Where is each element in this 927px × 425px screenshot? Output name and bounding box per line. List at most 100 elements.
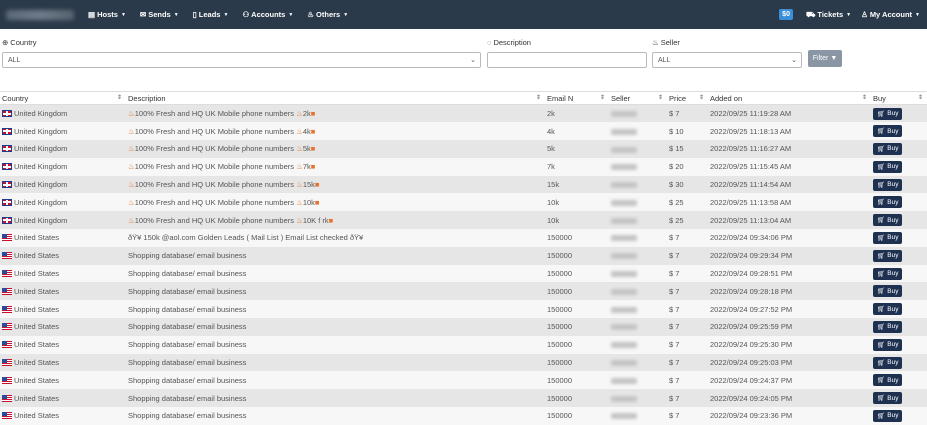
col-country-header[interactable]: Country ⇕ [0,91,126,105]
buy-button[interactable]: 🛒︎ Buy [873,142,903,155]
menu-hosts[interactable]: ▤ Hosts ▼ [88,10,126,19]
seller-redacted[interactable] [611,288,637,295]
balance-badge[interactable]: $0 [779,9,793,20]
cart-icon: 🛒︎ [877,252,886,260]
col-price-header[interactable]: Price ⇕ [667,91,708,105]
seller-redacted[interactable] [611,377,637,384]
seller-redacted[interactable] [611,235,637,242]
country-cell: United States [0,318,126,336]
description-input[interactable] [487,52,647,68]
flag-uk-icon [2,127,12,135]
buy-button[interactable]: 🛒︎ Buy [873,249,903,262]
seller-redacted[interactable] [611,395,637,402]
menu-accounts[interactable]: ⚇ Accounts ▼ [242,10,294,19]
added-on-cell: 2022/09/25 11:13:58 AM [708,193,871,212]
col-email-n-header[interactable]: Email N ⇕ [545,91,609,105]
fire-icon: ♨ [652,38,659,47]
users-icon: ⚇ [242,10,250,19]
buy-button[interactable]: 🛒︎ Buy [873,160,903,173]
seller-cell [609,335,667,354]
description-cell: Shopping database/ email business [126,264,545,283]
fire-icon: ♨ [296,197,303,207]
fire-icon: ♨ [128,197,135,207]
seller-redacted[interactable] [611,342,637,349]
table-row: United Kingdom ♨100% Fresh and HQ UK Mobi… [0,193,927,212]
flag-badge-icon: ■ [310,126,316,136]
brand-logo[interactable] [6,9,74,20]
seller-cell [609,175,667,194]
seller-filter-label: ♨ Seller [652,38,680,47]
added-on-cell: 2022/09/24 09:25:03 PM [708,353,871,372]
buy-cell: 🛒︎ Buy [871,122,927,141]
menu-sends[interactable]: ✉ Sends ▼ [139,10,179,19]
menu-leads[interactable]: ▯ Leads ▼ [192,10,229,19]
description-cell: Shopping database/ email business [126,389,545,408]
buy-cell: 🛒︎ Buy [871,335,927,354]
flag-us-icon [2,270,12,278]
seller-redacted[interactable] [611,306,637,313]
globe-icon: ⊕ [2,38,9,47]
flag-uk-icon [2,163,12,171]
col-seller-header[interactable]: Seller ⇕ [609,91,667,105]
email-n-cell: 7k [545,157,609,176]
buy-button[interactable]: 🛒︎ Buy [873,214,903,227]
menu-my-account[interactable]: ♙ My Account ▼ [861,10,920,19]
flag-uk-icon [2,181,12,189]
buy-button[interactable]: 🛒︎ Buy [873,356,903,369]
email-n-cell: 150000 [545,318,609,336]
seller-cell [609,229,667,247]
buy-button[interactable]: 🛒︎ Buy [873,231,903,244]
seller-redacted[interactable] [611,413,637,420]
filter-button[interactable]: Filter ▼ [808,50,842,67]
buy-button[interactable]: 🛒︎ Buy [873,107,903,120]
table-row: United Kingdom ♨100% Fresh and HQ UK Mobi… [0,140,927,158]
seller-cell [609,389,667,408]
description-cell: Shopping database/ email business [126,318,545,336]
menu-others[interactable]: ♨ Others ▼ [307,10,349,19]
col-added-on-header[interactable]: Added on ⇕ [708,91,871,105]
email-n-cell: 150000 [545,246,609,265]
buy-button[interactable]: 🛒︎ Buy [873,178,903,191]
seller-redacted[interactable] [611,217,637,224]
table-row: United Kingdom ♨100% Fresh and HQ UK Mobi… [0,175,927,194]
country-cell: United States [0,389,126,408]
buy-button[interactable]: 🛒︎ Buy [873,285,903,298]
table-row: United States Shopping database/ email bu… [0,282,927,301]
buy-button[interactable]: 🛒︎ Buy [873,320,903,333]
sort-icon: ⇕ [698,95,704,101]
description-cell: ♨100% Fresh and HQ UK Mobile phone numbe… [126,104,545,123]
flag-badge-icon: ■ [310,109,316,119]
seller-redacted[interactable] [611,164,637,171]
buy-button[interactable]: 🛒︎ Buy [873,303,903,316]
added-on-cell: 2022/09/24 09:29:34 PM [708,246,871,265]
buy-button[interactable]: 🛒︎ Buy [873,374,903,387]
email-n-cell: 5k [545,140,609,158]
seller-cell [609,193,667,212]
country-select[interactable]: ALL ⌄ [2,52,481,68]
fire-icon: ♨ [296,144,303,154]
cart-icon: 🛒︎ [877,341,886,349]
buy-cell: 🛒︎ Buy [871,175,927,194]
col-buy-header[interactable]: Buy ⇕ [871,91,927,105]
buy-button[interactable]: 🛒︎ Buy [873,267,903,280]
description-cell: ♨100% Fresh and HQ UK Mobile phone numbe… [126,211,545,230]
menu-tickets[interactable]: ⛟ Tickets ▼ [805,9,852,20]
seller-redacted[interactable] [611,182,637,189]
caret-down-icon: ▼ [846,11,852,18]
buy-cell: 🛒︎ Buy [871,264,927,283]
seller-redacted[interactable] [611,128,637,135]
buy-button[interactable]: 🛒︎ Buy [873,196,903,209]
seller-redacted[interactable] [611,360,637,367]
seller-redacted[interactable] [611,199,637,206]
seller-redacted[interactable] [611,111,637,118]
seller-redacted[interactable] [611,146,637,153]
buy-button[interactable]: 🛒︎ Buy [873,338,903,351]
col-description-header[interactable]: Description ⇕ [126,91,545,105]
cart-icon: 🛒︎ [877,395,886,403]
seller-select[interactable]: ALL ⌄ [652,52,802,68]
seller-redacted[interactable] [611,324,637,331]
buy-button[interactable]: 🛒︎ Buy [873,125,903,138]
seller-redacted[interactable] [611,253,637,260]
seller-redacted[interactable] [611,271,637,278]
buy-button[interactable]: 🛒︎ Buy [873,392,903,405]
